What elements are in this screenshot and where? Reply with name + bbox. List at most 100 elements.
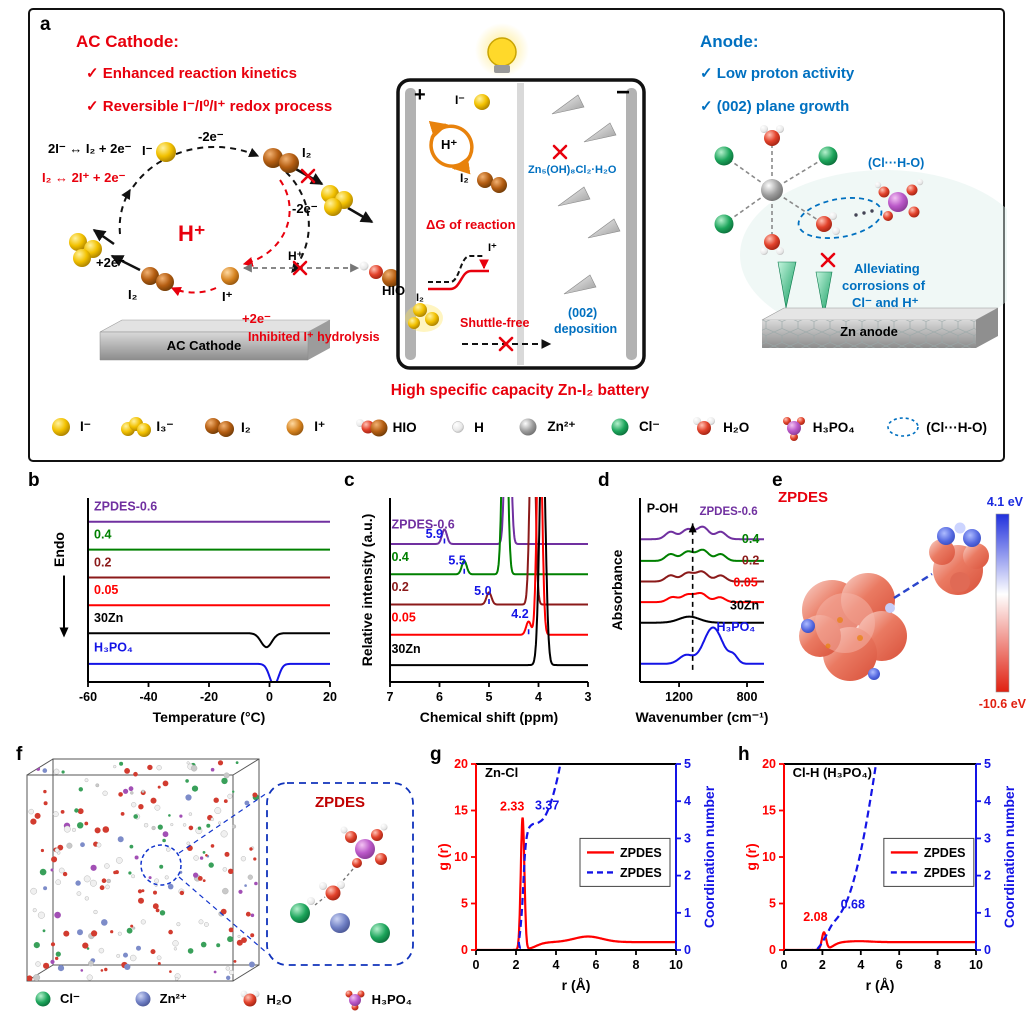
svg-text:8: 8: [633, 958, 640, 972]
corrosion-cone: [815, 271, 833, 317]
svg-text:0: 0: [461, 943, 468, 957]
svg-text:ZPDES: ZPDES: [924, 866, 966, 880]
cathode-point-2: ✓ Reversible I⁻/I⁰/I⁺ redox process: [86, 98, 333, 115]
svg-text:Chemical shift (ppm): Chemical shift (ppm): [420, 709, 558, 725]
svg-text:5.0: 5.0: [474, 584, 491, 598]
chart-c-svg: 7 6 5 4 3 Chemical shift (ppm) Relative intens…: [359, 497, 592, 725]
svg-text:0: 0: [266, 690, 273, 704]
battery-minus-terminal: −: [616, 79, 631, 106]
svg-text:ZPDES: ZPDES: [924, 846, 966, 860]
svg-text:2: 2: [984, 869, 991, 883]
deposition-002: (002): [568, 306, 598, 320]
anode-illustration: [714, 125, 1007, 348]
svg-text:5: 5: [486, 690, 493, 704]
esp-colorbar: [995, 513, 1010, 693]
dg-curve-black: [428, 255, 484, 283]
svg-text:3: 3: [684, 831, 691, 845]
panel-a-label: a: [40, 14, 51, 35]
svg-text:4: 4: [684, 794, 691, 808]
svg-text:5: 5: [984, 757, 991, 771]
panel-a-artwork: [69, 23, 1007, 370]
zoom-source-circle: [140, 844, 182, 886]
dg-i2-label: I₂: [416, 292, 424, 304]
f-legend-label: H₃PO₄: [371, 991, 412, 1007]
hio-label: HIO: [382, 283, 406, 298]
legend-label: H₂O: [723, 419, 750, 435]
md-simulation-box: ZPDES: [26, 758, 414, 982]
minus-2e-right: -2e⁻: [292, 201, 318, 216]
f-legend-cl: Cl⁻: [30, 986, 80, 1012]
blocked-cross-icon: [300, 168, 316, 184]
corrosion-cone: [777, 261, 797, 309]
svg-text:0: 0: [473, 958, 480, 972]
legend-item-cl: Cl⁻: [605, 412, 660, 442]
svg-text:0.05: 0.05: [94, 583, 118, 597]
legend-label: H: [474, 419, 484, 435]
svg-text:Cl-H (H₃PO₄): Cl-H (H₃PO₄): [793, 765, 872, 780]
cl-icon: [611, 418, 629, 436]
i2-icon: [204, 418, 234, 437]
panel-d-label: d: [598, 470, 610, 491]
rdf-cl-h-chart: 0 2 4 6 8 10 0 5 10 15 20 0 1 2 3 4 5 r (Å) g (r) Coordinat…: [738, 750, 1032, 1008]
f-legend-zn: Zn²⁺: [130, 986, 187, 1012]
headline: High specific capacity Zn-I₂ battery: [390, 382, 650, 399]
svg-text:3: 3: [585, 690, 592, 704]
panel-b-label: b: [28, 470, 40, 491]
shuttle-cross-icon: [498, 336, 514, 352]
esp-right-blob: [929, 522, 989, 595]
legend-item-water: H₂O: [689, 412, 749, 442]
svg-text:1: 1: [984, 906, 991, 920]
panel-f-label: f: [16, 744, 23, 765]
svg-text:r (Å): r (Å): [562, 977, 591, 993]
svg-text:4: 4: [553, 958, 560, 972]
svg-text:-40: -40: [139, 690, 157, 704]
svg-text:H₃PO₄: H₃PO₄: [716, 620, 755, 634]
znohcl-cross-icon: [552, 144, 568, 160]
svg-text:800: 800: [737, 690, 758, 704]
svg-text:6: 6: [436, 690, 443, 704]
panel-e-label: e: [772, 470, 783, 491]
plus-2e-left: +2e⁻: [96, 255, 125, 270]
chart-b-svg: -60 -40 -20 0 20 Temperature (°C) Endo ZPDES-0.…: [51, 498, 337, 725]
svg-text:15: 15: [454, 804, 468, 818]
corrosion-cross-icon: [820, 252, 836, 268]
svg-text:0.05: 0.05: [391, 610, 415, 624]
svg-text:g (r): g (r): [435, 843, 451, 870]
i2-battery: I₂: [460, 171, 469, 185]
h2o-icon: [240, 990, 260, 1007]
h2o-icon: [693, 417, 716, 435]
svg-text:Zn-Cl: Zn-Cl: [485, 765, 518, 780]
legend-item-triiodide: I₃⁻: [120, 412, 174, 442]
ac-cathode-label: AC Cathode: [166, 338, 242, 353]
i3-minus-icon: [121, 417, 152, 437]
legend-item-hio: HIO: [355, 412, 417, 442]
dg-iplus-label: I⁺: [488, 242, 497, 254]
chart-d-series: [640, 525, 764, 665]
i2-bottom-label: I₂: [128, 287, 138, 302]
svg-text:0.2: 0.2: [94, 555, 111, 569]
equation-black: 2I⁻ ↔ I₂ + 2e⁻: [48, 141, 132, 156]
dsc-chart: -60 -40 -20 0 20 Temperature (°C) Endo ZPDES-0.…: [26, 478, 340, 740]
i-minus-label: I⁻: [142, 143, 153, 158]
lightbulb-icon: [487, 37, 517, 67]
iodine-redox-cycle: [69, 142, 400, 297]
svg-text:0.4: 0.4: [391, 550, 408, 564]
zn2-icon: [519, 418, 537, 436]
svg-text:4.2: 4.2: [511, 607, 528, 621]
svg-text:ZPDES-0.6: ZPDES-0.6: [94, 500, 157, 514]
alleviating-line3: Cl⁻ and H⁺: [852, 295, 919, 310]
legend-item-iodonium: I⁺: [280, 412, 325, 442]
legend-label: I⁻: [80, 419, 91, 434]
esp-interaction-line: [893, 572, 933, 600]
svg-text:0.4: 0.4: [94, 527, 111, 541]
svg-text:10: 10: [762, 850, 776, 864]
svg-text:2.33: 2.33: [500, 800, 524, 814]
minus-2e-top: -2e⁻: [198, 129, 224, 144]
alleviating-line2: corrosions of: [842, 278, 926, 293]
legend-label: HIO: [392, 419, 417, 435]
i-plus-label: I⁺: [222, 289, 233, 304]
deposition-word: deposition: [554, 322, 618, 336]
zn-deposit-cones: [551, 94, 621, 295]
svg-text:3.37: 3.37: [535, 798, 559, 812]
h3po4-icon: [782, 417, 805, 441]
